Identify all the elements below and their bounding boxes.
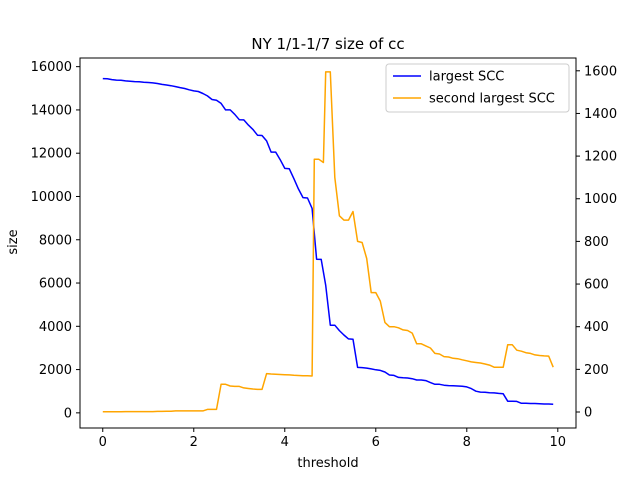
y-right-tick-label: 200 bbox=[584, 363, 609, 378]
x-tick-label: 8 bbox=[463, 435, 471, 450]
legend-label-second-largest-scc: second largest SCC bbox=[429, 92, 555, 107]
chart-title: NY 1/1-1/7 size of cc bbox=[251, 35, 404, 53]
y-axis-label: size bbox=[6, 229, 21, 254]
x-tick-label: 10 bbox=[550, 435, 567, 450]
x-tick-label: 4 bbox=[281, 435, 289, 450]
y-right-tick-label: 1600 bbox=[584, 64, 617, 79]
legend: largest SCC second largest SCC bbox=[385, 63, 570, 113]
series-line-second-largest-scc bbox=[102, 71, 554, 413]
plot-area bbox=[102, 71, 554, 413]
x-axis-label: threshold bbox=[297, 456, 358, 471]
x-tick-label: 0 bbox=[99, 435, 107, 450]
y-right-tick-label: 400 bbox=[584, 320, 609, 335]
y-left-tick-label: 4000 bbox=[39, 320, 72, 335]
y-left-tick-label: 6000 bbox=[39, 277, 72, 292]
x-tick-label: 2 bbox=[190, 435, 198, 450]
y-right-tick-label: 1200 bbox=[584, 150, 617, 165]
y-left-tick-label: 12000 bbox=[31, 147, 72, 162]
y-left-tick-label: 10000 bbox=[31, 190, 72, 205]
plot-frame bbox=[79, 57, 577, 429]
y-left-tick-label: 16000 bbox=[31, 60, 72, 75]
y-right-tick-label: 1400 bbox=[584, 107, 617, 122]
y-left-tick-label: 0 bbox=[64, 406, 72, 421]
y-left-tick-label: 8000 bbox=[39, 233, 72, 248]
y-right-tick-label: 600 bbox=[584, 278, 609, 293]
y-right-tick-label: 1000 bbox=[584, 192, 617, 207]
y-left-tick-label: 2000 bbox=[39, 363, 72, 378]
x-tick-label: 6 bbox=[372, 435, 380, 450]
y-left-tick-label: 14000 bbox=[31, 103, 72, 118]
y-right-tick-label: 800 bbox=[584, 235, 609, 250]
legend-label-largest-scc: largest SCC bbox=[429, 70, 504, 85]
y-right-tick-label: 0 bbox=[584, 406, 592, 421]
series-line-largest-scc bbox=[102, 77, 554, 405]
axes: 0 2 4 6 8 10020004000600080001000012000140001… bbox=[31, 57, 617, 450]
legend-box bbox=[385, 63, 570, 113]
